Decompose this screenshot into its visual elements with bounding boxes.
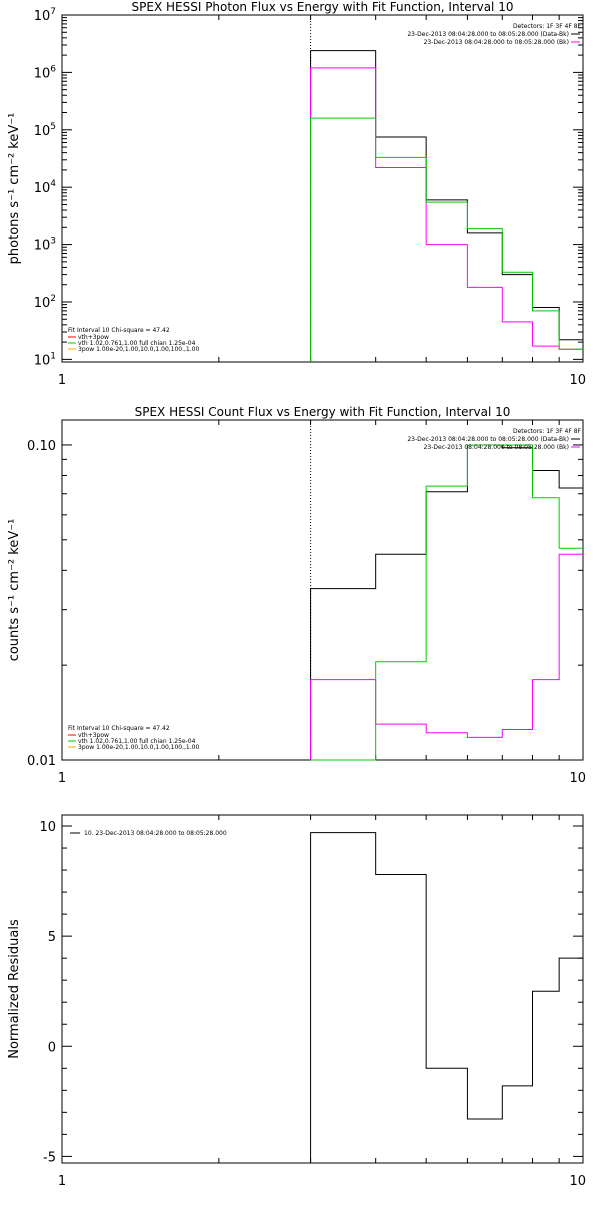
y-tick-label: 10	[39, 820, 56, 835]
plot-frame	[61, 814, 584, 1164]
detectors-label: Detectors: 1F 3F 4F 8F	[513, 23, 582, 30]
y-tick-label: 106	[34, 64, 57, 81]
plot-frame	[61, 419, 584, 761]
y-axis-label: counts s⁻¹ cm⁻² keV⁻¹	[7, 519, 22, 662]
x-tick-label: 1	[58, 373, 66, 388]
detectors-label: Detectors: 1F 3F 4F 8F	[513, 428, 582, 435]
y-tick-label: 107	[34, 7, 56, 24]
series-2-line	[310, 67, 583, 362]
residual-legend-entry: 10. 23-Dec-2013 08:04:28.000 to 08:05:28…	[84, 830, 227, 837]
y-tick-label: 5	[48, 930, 56, 945]
y-axis-label: photons s⁻¹ cm⁻² keV⁻¹	[7, 113, 22, 265]
fit-legend-entry: vth+3pow	[78, 334, 109, 341]
y-tick-label: -5	[43, 1150, 56, 1165]
legend-entry: 23-Dec-2013 08:04:28.000 to 08:05:28.000…	[407, 436, 569, 443]
x-tick-label: 10	[569, 771, 586, 786]
fit-legend-entry: 3pow 1.00e-20,1.00,10.0,1.00,100.,1.00	[78, 346, 199, 353]
y-axis-label: Normalized Residuals	[7, 919, 22, 1059]
chart-title: SPEX HESSI Photon Flux vs Energy with Fi…	[132, 0, 514, 14]
panel-3: Normalized Residuals 1 10 -5 0 5 10 10. 23-Dec-…	[7, 814, 586, 1189]
y-tick-label: 105	[34, 122, 56, 139]
fit-legend-entry: vth 1.02,0.761,1.00 full chian 1.25e-04	[78, 340, 196, 347]
panel-1: SPEX HESSI Photon Flux vs Energy with Fi…	[7, 0, 586, 388]
chart-title: SPEX HESSI Count Flux vs Energy with Fit…	[135, 405, 511, 419]
legend-entry: 23-Dec-2013 08:04:28.000 to 08:05:28.000…	[424, 39, 569, 46]
series-1-line	[310, 444, 583, 760]
series-3-line	[310, 117, 583, 362]
series-1-line	[310, 832, 583, 1163]
series-2-line	[310, 553, 583, 760]
y-tick-label: 0	[48, 1040, 56, 1055]
fit-legend-entry: vth 1.02,0.761,1.00 full chian 1.25e-04	[78, 738, 196, 745]
fit-header: Fit Interval 10 Chi-square = 47.42	[68, 725, 170, 732]
x-tick-label: 10	[569, 373, 586, 388]
y-tick-label: 0.10	[27, 439, 56, 454]
fit-header: Fit Interval 10 Chi-square = 47.42	[68, 327, 170, 334]
y-tick-label: 101	[34, 351, 56, 368]
y-tick-label: 104	[34, 179, 57, 196]
plot-frame	[61, 14, 584, 363]
x-tick-label: 1	[58, 1174, 66, 1189]
fit-legend-entry: 3pow 1.00e-20,1.00,10.0,1.00,100.,1.00	[78, 744, 199, 751]
y-tick-label: 102	[34, 294, 56, 311]
series-1-line	[310, 50, 583, 362]
legend-entry: 23-Dec-2013 08:04:28.000 to 08:05:28.000…	[407, 31, 569, 38]
panel-2: SPEX HESSI Count Flux vs Energy with Fit…	[7, 405, 586, 786]
x-tick-label: 10	[569, 1174, 586, 1189]
x-tick-label: 1	[58, 771, 66, 786]
series-3-line	[310, 444, 583, 761]
legend-entry: 23-Dec-2013 08:04:28.000 to 08:05:28.000…	[424, 444, 569, 451]
y-tick-label: 103	[34, 237, 56, 254]
fit-legend-entry: vth+3pow	[78, 732, 109, 739]
y-tick-label: 0.01	[27, 754, 56, 769]
